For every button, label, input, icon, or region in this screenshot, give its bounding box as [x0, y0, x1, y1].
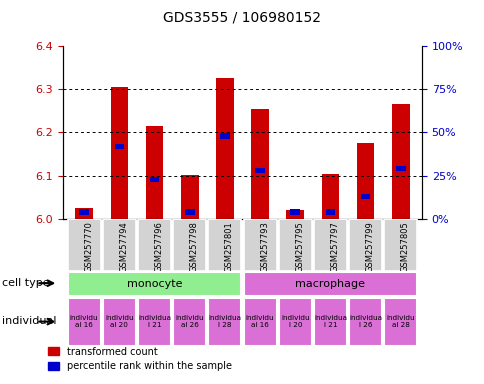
FancyBboxPatch shape [208, 219, 241, 271]
Text: GDS3555 / 106980152: GDS3555 / 106980152 [163, 11, 321, 25]
FancyBboxPatch shape [67, 298, 101, 346]
Text: GSM257801: GSM257801 [225, 222, 233, 272]
Text: individu
al 28: individu al 28 [386, 315, 414, 328]
Bar [356, 143, 374, 219]
Bar [255, 168, 264, 173]
Text: GSM257795: GSM257795 [295, 222, 303, 272]
Bar [150, 177, 159, 182]
FancyBboxPatch shape [67, 272, 241, 296]
FancyBboxPatch shape [173, 298, 206, 346]
FancyBboxPatch shape [138, 298, 171, 346]
Text: GSM257796: GSM257796 [154, 222, 163, 272]
Bar [321, 174, 339, 219]
Text: individu
al 20: individu al 20 [105, 315, 134, 328]
Text: monocyte: monocyte [126, 279, 182, 289]
FancyBboxPatch shape [103, 298, 136, 346]
Bar [391, 104, 409, 219]
FancyBboxPatch shape [278, 298, 311, 346]
Text: GSM257797: GSM257797 [330, 222, 339, 272]
FancyBboxPatch shape [278, 219, 311, 271]
Text: GSM257805: GSM257805 [400, 222, 409, 272]
Bar [251, 109, 268, 219]
Text: individu
al 26: individu al 26 [175, 315, 204, 328]
Bar [75, 208, 93, 219]
Bar [216, 78, 233, 219]
Legend: transformed count, percentile rank within the sample: transformed count, percentile rank withi… [44, 343, 235, 375]
Text: GSM257793: GSM257793 [259, 222, 269, 272]
Text: GSM257770: GSM257770 [84, 222, 93, 272]
FancyBboxPatch shape [243, 219, 276, 271]
FancyBboxPatch shape [313, 219, 346, 271]
Text: GSM257799: GSM257799 [365, 222, 374, 272]
Text: individual: individual [2, 316, 57, 326]
Text: individua
l 26: individua l 26 [348, 315, 381, 328]
FancyBboxPatch shape [383, 298, 417, 346]
FancyBboxPatch shape [67, 219, 101, 271]
FancyBboxPatch shape [313, 298, 346, 346]
Bar [79, 209, 89, 215]
FancyBboxPatch shape [173, 219, 206, 271]
FancyBboxPatch shape [348, 298, 381, 346]
Text: individua
l 21: individua l 21 [313, 315, 346, 328]
FancyBboxPatch shape [243, 272, 417, 296]
Text: individua
l 28: individua l 28 [208, 315, 241, 328]
Bar [286, 210, 303, 219]
Bar [110, 87, 128, 219]
Text: individua
l 21: individua l 21 [138, 315, 171, 328]
FancyBboxPatch shape [208, 298, 241, 346]
Bar [145, 126, 163, 219]
Bar [220, 133, 229, 139]
Bar [360, 194, 370, 199]
Bar [181, 175, 198, 219]
FancyBboxPatch shape [138, 219, 171, 271]
Text: individu
al 16: individu al 16 [70, 315, 98, 328]
Bar [325, 209, 334, 215]
Bar [114, 144, 124, 149]
FancyBboxPatch shape [103, 219, 136, 271]
FancyBboxPatch shape [348, 219, 381, 271]
Bar [290, 209, 300, 215]
Text: cell type: cell type [2, 278, 50, 288]
FancyBboxPatch shape [243, 298, 276, 346]
Text: GSM257794: GSM257794 [119, 222, 128, 272]
Bar [395, 166, 405, 171]
Text: individu
al 16: individu al 16 [245, 315, 274, 328]
Bar [184, 209, 194, 215]
Text: GSM257798: GSM257798 [189, 222, 198, 272]
Text: macrophage: macrophage [295, 279, 365, 289]
Text: individu
l 20: individu l 20 [280, 315, 309, 328]
FancyBboxPatch shape [383, 219, 417, 271]
